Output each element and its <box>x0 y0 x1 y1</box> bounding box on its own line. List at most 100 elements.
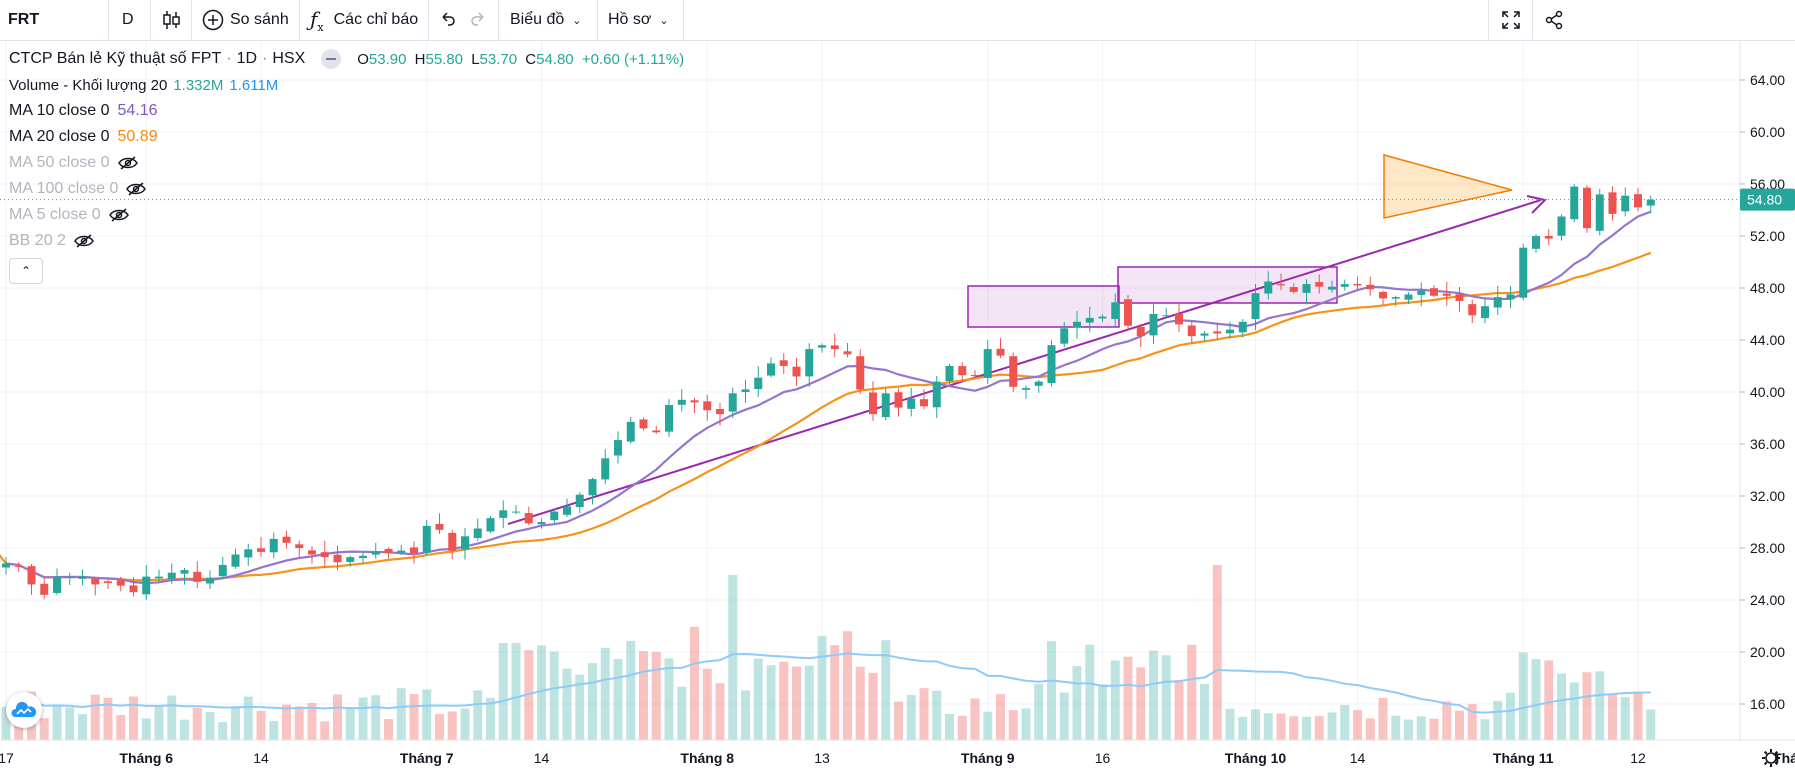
volume-bar <box>1582 672 1592 740</box>
candle <box>231 548 240 569</box>
legend-volume-row[interactable]: Volume - Khối lượng 20 1.332M 1.611M <box>9 72 684 98</box>
volume-bar <box>639 651 648 740</box>
redo-icon <box>471 12 484 26</box>
candle <box>78 569 87 586</box>
share-button[interactable] <box>1544 0 1564 40</box>
undo-button[interactable] <box>438 0 458 40</box>
volume-bar <box>103 697 113 740</box>
collapse-legend-button[interactable]: ⌃ <box>9 258 43 284</box>
candle <box>1047 340 1056 387</box>
eye-hidden-icon[interactable] <box>126 182 147 196</box>
candle <box>856 349 865 394</box>
candle <box>65 572 74 585</box>
volume-bar <box>307 702 317 740</box>
candle <box>1277 273 1285 291</box>
price-tick-label: 40.00 <box>1750 384 1785 400</box>
volume-bar <box>1493 700 1503 740</box>
volume-bar <box>728 575 738 740</box>
volume-bar <box>919 688 929 740</box>
candle <box>448 529 457 560</box>
volume-bar <box>894 701 903 740</box>
redo-button[interactable] <box>468 0 488 40</box>
compare-button[interactable]: So sánh <box>202 0 289 40</box>
profile-menu-label: Hồ sơ <box>608 11 652 28</box>
eye-hidden-icon[interactable] <box>117 156 138 170</box>
symbol-search[interactable]: FRT <box>8 0 39 40</box>
candle <box>384 547 393 559</box>
volume-bar <box>384 719 393 740</box>
candle <box>1404 292 1413 305</box>
candle <box>1493 285 1502 316</box>
volume-bar <box>460 708 470 740</box>
indicator-row[interactable]: BB 20 2 <box>9 228 684 254</box>
profile-menu-button[interactable]: Hồ sơ ⌄ <box>608 0 669 40</box>
candle <box>881 387 890 421</box>
last-price-badge <box>1740 188 1795 211</box>
indicator-row[interactable]: MA 5 close 0 <box>9 202 684 228</box>
market-status-icon[interactable] <box>321 49 342 69</box>
volume-bar <box>1442 701 1452 740</box>
candle <box>499 500 508 528</box>
volume-bar <box>1276 713 1286 740</box>
indicator-row[interactable]: MA 100 close 0 <box>9 176 684 202</box>
legend-interval: 1D <box>236 50 258 67</box>
candle <box>932 375 941 418</box>
fullscreen-button[interactable] <box>1501 0 1521 40</box>
volume-bar <box>1021 708 1031 740</box>
volume-bar <box>269 720 279 740</box>
candle <box>1583 185 1591 233</box>
indicator-row[interactable]: MA 20 close 0 50.89 <box>9 124 684 150</box>
candle <box>142 565 151 601</box>
interval-button[interactable]: D <box>122 0 134 40</box>
indicator-row[interactable]: MA 50 close 0 <box>9 150 684 176</box>
volume-bar <box>116 714 126 740</box>
indicator-row[interactable]: MA 10 close 0 54.16 <box>9 98 684 124</box>
candle <box>346 555 355 567</box>
eye-hidden-icon[interactable] <box>108 208 129 222</box>
candle <box>333 545 342 571</box>
time-tick-label: Tháng 10 <box>1225 750 1287 766</box>
candle <box>1430 285 1438 298</box>
volume-bar <box>282 704 291 740</box>
candle <box>601 449 610 485</box>
price-axis: 64.00 60.00 56.00 52.00 48.00 44.00 40.00 36.00… <box>1739 41 1795 740</box>
volume-ma-line <box>5 652 1651 714</box>
candle <box>257 537 265 557</box>
candle <box>206 570 214 589</box>
indicators-label: Các chỉ báo <box>333 11 419 28</box>
candle <box>40 578 49 600</box>
volume-bar <box>256 710 266 740</box>
time-tick-label: 16 <box>1095 750 1111 766</box>
volume-bar <box>1059 692 1069 740</box>
candle <box>1391 295 1400 307</box>
candle <box>677 389 686 412</box>
volume-bar <box>1569 682 1579 740</box>
candle <box>1468 299 1477 324</box>
volume-bar <box>932 690 942 740</box>
indicator-label: MA 10 close 0 <box>9 102 110 119</box>
volume-ma-value: 1.611M <box>229 76 279 94</box>
chart-menu-label: Biểu đồ <box>510 11 565 28</box>
candle <box>410 541 418 564</box>
candle <box>920 389 928 410</box>
indicators-button[interactable]: ƒx Các chỉ báo <box>310 0 418 40</box>
indicator-value: 50.89 <box>117 128 158 145</box>
candle <box>639 417 648 431</box>
volume-bar <box>486 697 495 740</box>
undo-icon <box>442 12 455 26</box>
share-icon <box>1545 10 1563 30</box>
interval-label: D <box>122 11 134 28</box>
volume-bar <box>626 640 636 740</box>
chart-menu-button[interactable]: Biểu đồ ⌄ <box>510 0 581 40</box>
candle <box>754 366 763 398</box>
volume-bar <box>1544 660 1554 740</box>
eye-hidden-icon[interactable] <box>74 234 94 248</box>
volume-bar <box>945 713 954 740</box>
range-box <box>967 285 1120 328</box>
chart-style-button[interactable] <box>160 0 182 40</box>
toolbar-divider <box>150 0 151 40</box>
price-chart[interactable]: 64.00 60.00 56.00 52.00 48.00 44.00 40.00 36.00… <box>0 41 1795 778</box>
volume-bar <box>600 647 610 740</box>
chevron-down-icon: ⌄ <box>572 14 582 27</box>
candle <box>320 540 329 569</box>
